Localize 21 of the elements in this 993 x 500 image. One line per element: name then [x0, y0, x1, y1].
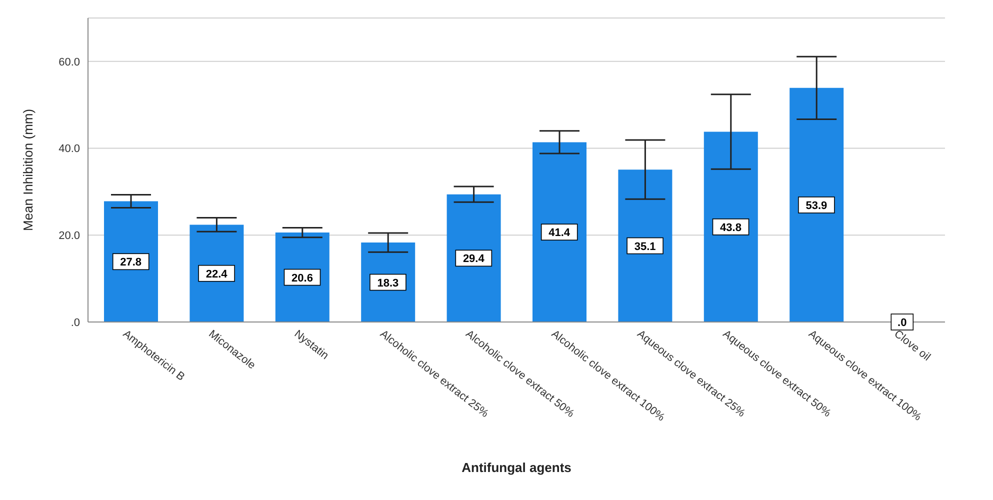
- y-axis-title: Mean Inhibition (mm): [20, 108, 36, 232]
- x-axis-title: Antifungal agents: [462, 460, 572, 475]
- y-tick-label: 60.0: [58, 56, 80, 68]
- data-label: 18.3: [377, 277, 399, 290]
- data-label: 41.4: [548, 227, 571, 240]
- data-label: 27.8: [120, 256, 142, 269]
- y-tick-label: .0: [70, 316, 80, 329]
- data-label: 43.8: [720, 222, 742, 234]
- y-tick-label: 20.0: [58, 230, 80, 242]
- data-label: 35.1: [634, 240, 656, 253]
- data-label: .0: [898, 317, 907, 329]
- data-label: 53.9: [806, 200, 828, 212]
- data-label: 22.4: [206, 268, 228, 280]
- bar: [704, 132, 758, 322]
- bar: [618, 170, 672, 322]
- bar: [532, 142, 586, 322]
- data-label: 29.4: [462, 253, 486, 266]
- data-label: 20.6: [292, 272, 313, 284]
- bar: [104, 201, 158, 322]
- y-tick-label: 40.0: [58, 143, 80, 156]
- bar: [790, 88, 844, 322]
